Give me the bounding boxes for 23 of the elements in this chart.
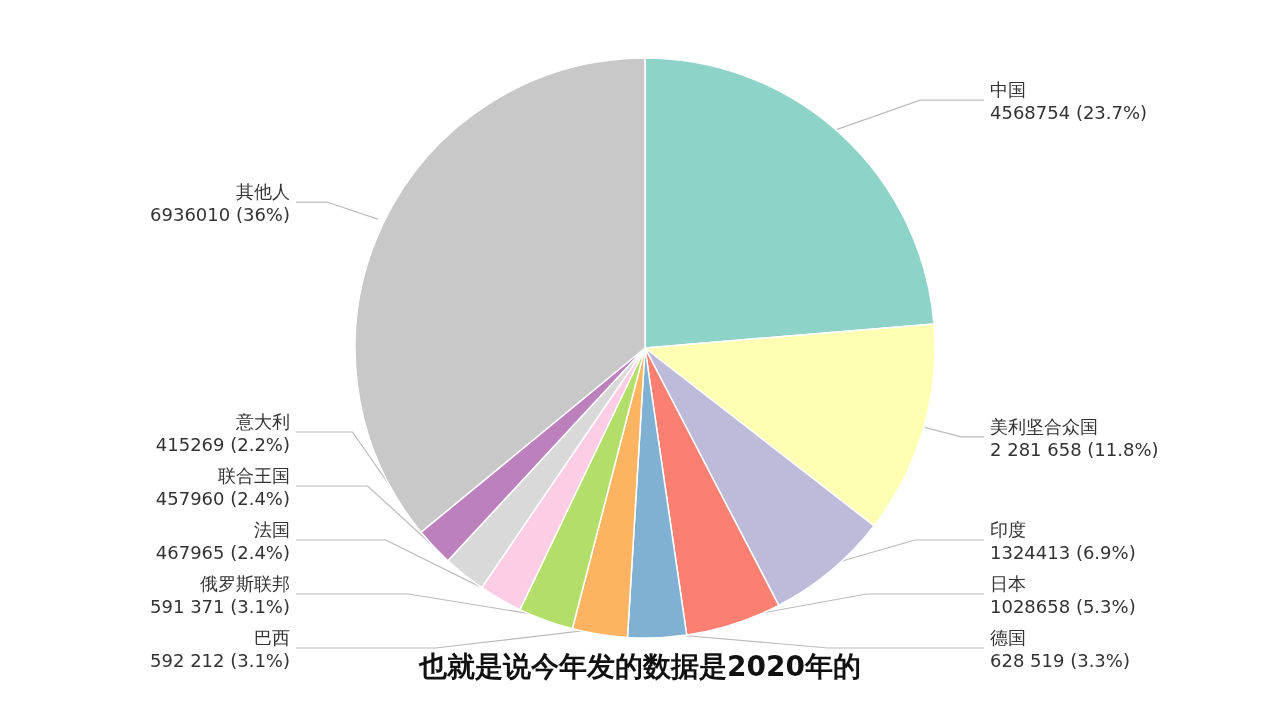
data-label: 1324413 (6.9%) xyxy=(990,542,1136,563)
slice-label: 巴西 xyxy=(254,627,290,648)
slice-label: 德国 xyxy=(990,627,1026,648)
data-label: 415269 (2.2%) xyxy=(155,434,290,455)
slice-label: 美利坚合众国 xyxy=(990,415,1098,437)
slice-label: 中国 xyxy=(990,79,1026,101)
slice-label: 俄罗斯联邦 xyxy=(200,573,290,594)
data-label: 591 371 (3.1%) xyxy=(150,596,290,617)
data-label: 2 281 658 (11.8%) xyxy=(990,438,1159,460)
slice-label: 联合王国 xyxy=(218,465,290,486)
data-label: 592 212 (3.1%) xyxy=(150,650,290,671)
slice-label: 法国 xyxy=(254,519,290,540)
text: 也就是说今年发的数据是2020年的 xyxy=(419,650,861,683)
data-label: 457960 (2.4%) xyxy=(155,488,290,509)
slice-label: 其他人 xyxy=(236,181,290,203)
data-label: 1028658 (5.3%) xyxy=(990,596,1136,617)
data-label: 4568754 (23.7%) xyxy=(990,102,1148,124)
slice-label: 意大利 xyxy=(235,411,290,432)
data-label: 467965 (2.4%) xyxy=(155,542,290,563)
slice-label: 印度 xyxy=(990,519,1026,540)
data-label: 628 519 (3.3%) xyxy=(990,650,1130,671)
slice-label: 日本 xyxy=(990,573,1026,594)
data-label: 6936010 (36%) xyxy=(150,204,290,226)
